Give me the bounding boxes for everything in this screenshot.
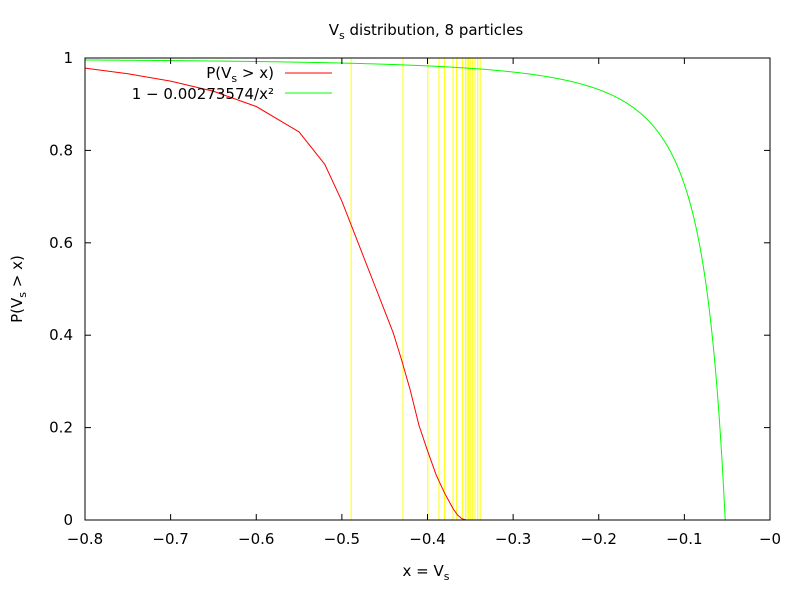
chart-title: Vs distribution, 8 particles [329,21,524,42]
y-tick-label: 1 [63,49,73,67]
y-tick-label: 0.4 [49,326,73,344]
x-tick-label: −0.8 [67,530,103,548]
legend-label-p: P(Vs > x) [206,64,274,85]
x-tick-label: −0.2 [581,530,617,548]
series-line-formula [84,59,726,521]
x-tick-label: −0.7 [152,530,188,548]
y-tick-label: 0.2 [49,419,73,437]
chart-text: Vs distribution, 8 particles x = Vs P(Vs… [8,21,523,583]
x-tick-label: −0 [759,530,781,548]
legend-label-formula: 1 − 0.00273574/x² [132,85,274,103]
y-tick-label: 0 [63,511,73,529]
plot-area [84,58,726,521]
x-tick-label: −0.3 [495,530,531,548]
y-tick-label: 0.6 [49,234,73,252]
x-tick-label: −0.4 [409,530,445,548]
y-tick-label: 0.8 [49,141,73,159]
series-line-p-vs [84,67,467,521]
x-tick-label: −0.5 [324,530,360,548]
y-axis-label: P(Vs > x) [8,255,29,323]
x-axis-label: x = Vs [403,562,450,583]
legend: P(Vs > x) 1 − 0.00273574/x² [132,64,332,103]
x-tick-label: −0.1 [666,530,702,548]
axes: −0.8 −0.7 −0.6 −0.5 −0.4 −0.3 −0.2 −0.1 −0 0 0.2 0.… [49,49,781,548]
x-tick-label: −0.6 [238,530,274,548]
